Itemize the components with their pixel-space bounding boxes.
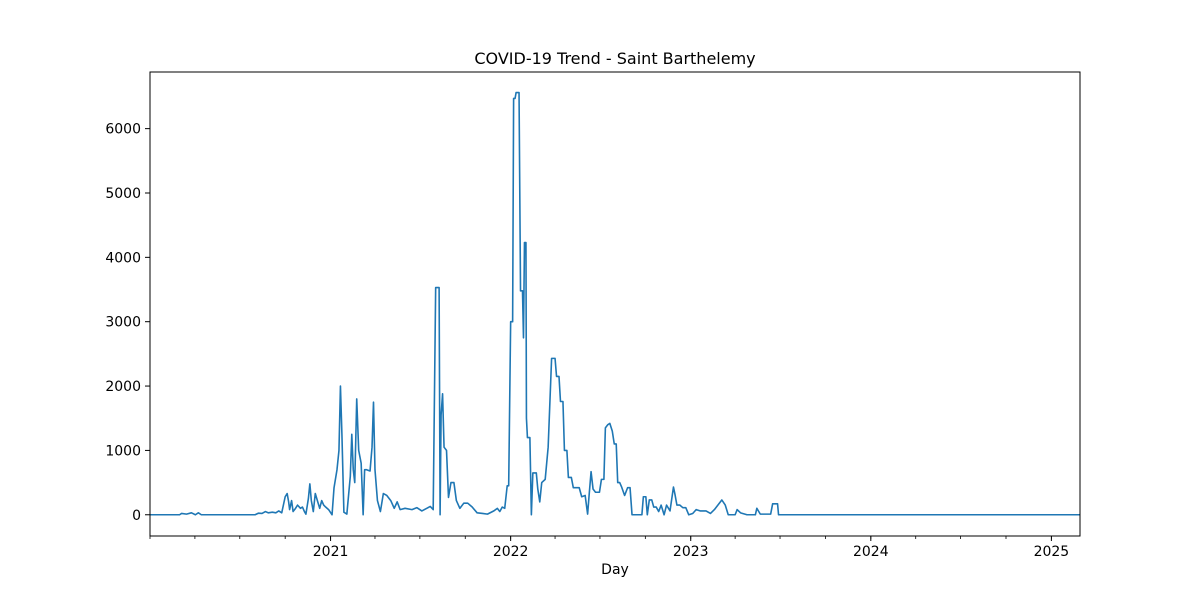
y-tick-label: 5000 bbox=[105, 186, 141, 202]
x-tick-label: 2021 bbox=[313, 544, 349, 560]
y-tick-label: 2000 bbox=[105, 379, 141, 395]
x-axis: 2021 2022 2023 2024 2025 bbox=[149, 536, 1070, 560]
plot-frame bbox=[149, 71, 1081, 537]
y-tick-label: 1000 bbox=[105, 443, 141, 459]
y-tick-label: 0 bbox=[132, 508, 141, 524]
x-tick-label: 2023 bbox=[673, 544, 709, 560]
series-layer bbox=[150, 91, 1080, 516]
x-tick-label: 2024 bbox=[853, 544, 889, 560]
y-tick-label: 3000 bbox=[105, 315, 141, 331]
y-axis: 0 1000 2000 3000 4000 5000 6000 bbox=[105, 122, 150, 524]
x-axis-title: Day bbox=[601, 562, 629, 578]
x-tick-label: 2022 bbox=[493, 544, 529, 560]
chart-title: COVID-19 Trend - Saint Barthelemy bbox=[474, 49, 755, 68]
series-line-0 bbox=[150, 91, 1080, 516]
y-tick-label: 4000 bbox=[105, 250, 141, 266]
x-tick-label: 2025 bbox=[1034, 544, 1070, 560]
y-tick-label: 6000 bbox=[105, 122, 141, 138]
